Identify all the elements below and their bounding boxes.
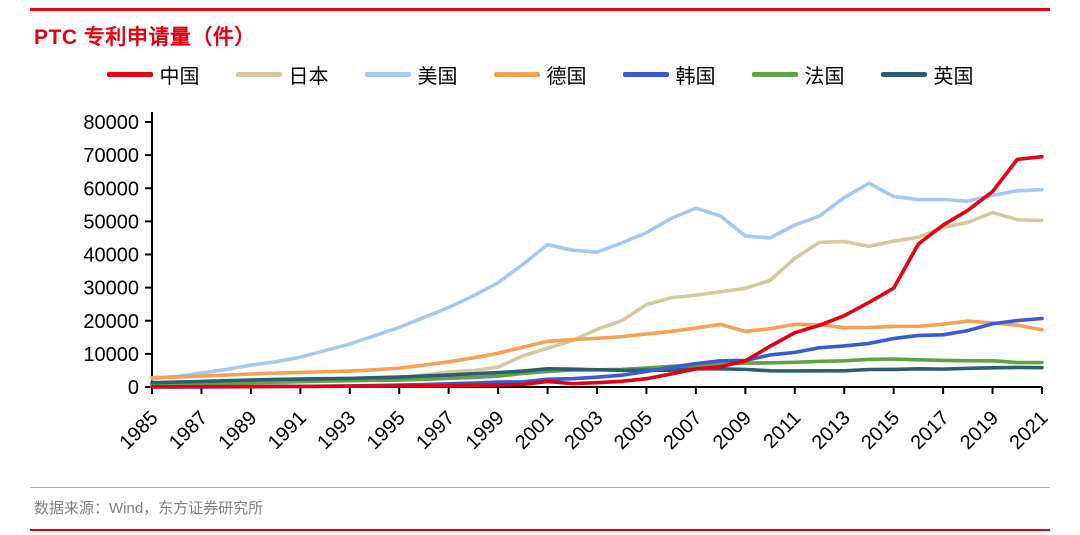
x-tick-label: 1989: [214, 407, 261, 454]
x-tick-label: 2007: [659, 407, 706, 454]
x-tick-label: 1993: [313, 407, 360, 454]
y-tick-label: 60000: [83, 178, 139, 200]
y-tick-label: 40000: [83, 245, 139, 267]
x-tick-label: 2001: [511, 407, 558, 454]
footer-divider: [30, 487, 1050, 488]
legend-swatch: [493, 72, 540, 77]
x-tick-label: 2009: [709, 407, 756, 454]
x-tick-label: 1995: [363, 407, 410, 454]
legend-swatch: [235, 72, 282, 77]
legend-item-1: 日本: [235, 60, 329, 89]
y-tick-label: 0: [128, 377, 139, 399]
bottom-accent-rule: [30, 529, 1050, 531]
chart-legend: 中国 日本 美国 德国 韩国 法国 英国: [0, 60, 1080, 89]
x-tick-label: 1985: [116, 407, 163, 454]
top-accent-rule: [30, 8, 1050, 11]
y-tick-label: 50000: [83, 211, 139, 233]
legend-swatch: [364, 72, 411, 77]
legend-item-5: 法国: [751, 60, 845, 89]
legend-label: 韩国: [675, 66, 716, 88]
x-tick-label: 1999: [462, 407, 509, 454]
y-tick-label: 10000: [83, 344, 139, 366]
x-tick-label: 2005: [610, 407, 657, 454]
y-tick-label: 70000: [83, 145, 139, 167]
series-line-0: [150, 154, 1044, 389]
legend-swatch: [880, 72, 927, 77]
x-tick-label: 1997: [412, 407, 459, 454]
data-source-note: 数据来源：Wind，东方证券研究所: [34, 500, 264, 517]
x-tick-label: 2019: [956, 407, 1003, 454]
legend-label: 美国: [417, 66, 458, 88]
legend-label: 日本: [288, 66, 329, 88]
y-tick-label: 30000: [83, 278, 139, 300]
x-tick-label: 2015: [857, 407, 904, 454]
x-tick-label: 2011: [759, 407, 805, 453]
x-tick-label: 1991: [264, 407, 311, 454]
legend-swatch: [622, 72, 669, 77]
legend-item-6: 英国: [880, 60, 974, 89]
legend-item-4: 韩国: [622, 60, 716, 89]
x-tick-label: 2017: [907, 407, 954, 454]
legend-swatch: [106, 72, 153, 77]
legend-swatch: [751, 72, 798, 77]
x-tick-label: 2003: [561, 407, 608, 454]
line-chart: 0 10000 20000 30000 40000 50000 60000 70000 8000…: [83, 112, 1053, 454]
legend-item-2: 美国: [364, 60, 458, 89]
chart-title: PTC 专利申请量（件）: [34, 26, 256, 49]
series-line-2: [150, 181, 1044, 381]
legend-label: 中国: [159, 66, 200, 88]
y-tick-label: 80000: [83, 112, 139, 134]
legend-item-0: 中国: [106, 60, 200, 89]
series-line-3: [150, 319, 1044, 380]
y-tick-label: 20000: [83, 311, 139, 333]
x-tick-label: 1987: [165, 407, 212, 454]
legend-label: 德国: [546, 66, 587, 88]
legend-label: 法国: [804, 66, 845, 88]
x-tick-label: 2013: [808, 407, 855, 454]
x-tick-label: 2021: [1006, 407, 1053, 454]
series-line-6: [150, 365, 1044, 385]
legend-item-3: 德国: [493, 60, 587, 89]
legend-label: 英国: [933, 66, 974, 88]
